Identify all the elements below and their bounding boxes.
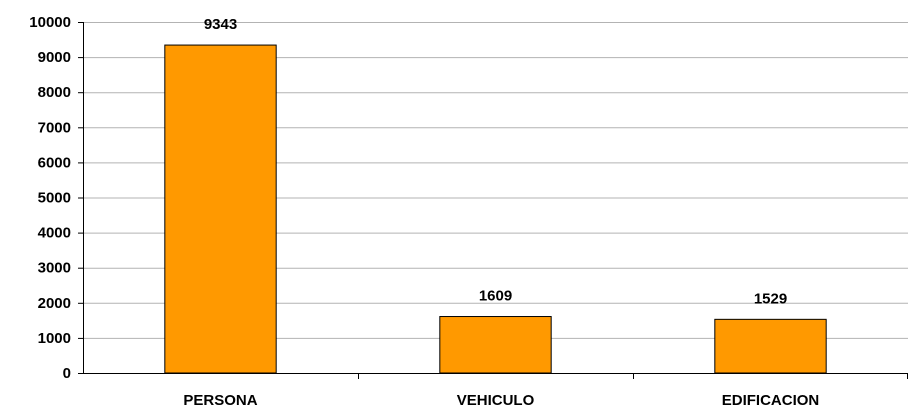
bar-edificacion	[714, 318, 827, 374]
y-tick-label: 1000	[38, 330, 71, 347]
y-tick-label: 2000	[38, 295, 71, 312]
y-tick-label: 3000	[38, 260, 71, 277]
category-label-edificacion: EDIFICACION	[722, 392, 820, 409]
data-label-persona: 9343	[204, 16, 237, 33]
bar-vehiculo	[439, 316, 552, 374]
y-tick-label: 6000	[38, 154, 71, 171]
bar-persona	[164, 44, 277, 374]
axes	[78, 22, 908, 379]
data-label-edificacion: 1529	[754, 290, 787, 307]
labels: 0 1000 2000 3000 4000 5000 6000 7000 8000 9000 100…	[29, 14, 819, 409]
y-tick-label: 0	[63, 365, 71, 382]
category-label-vehiculo: VEHICULO	[457, 392, 535, 409]
y-tick-label: 7000	[38, 119, 71, 136]
data-label-vehiculo: 1609	[479, 288, 512, 305]
y-tick-label: 4000	[38, 225, 71, 242]
bars	[164, 44, 827, 374]
y-tick-label: 10000	[29, 14, 71, 31]
y-tick-label: 9000	[38, 49, 71, 66]
y-tick-label: 5000	[38, 190, 71, 207]
y-tick-label: 8000	[38, 84, 71, 101]
category-label-persona: PERSONA	[183, 392, 257, 409]
